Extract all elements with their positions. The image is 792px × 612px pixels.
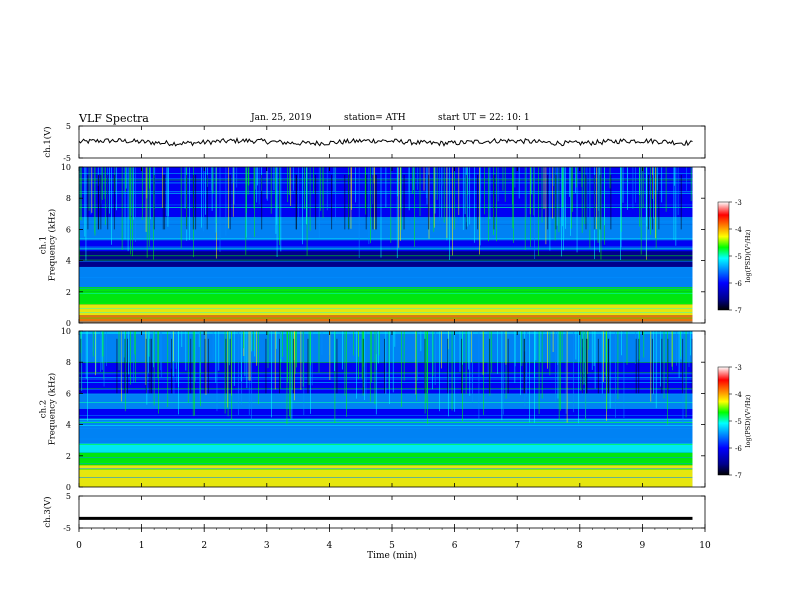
y-tick-label: 8: [66, 194, 71, 203]
y-tick-label: -5: [63, 154, 71, 163]
voltage-trace: [78, 136, 693, 147]
start-time-label: start UT = 22: 10: 1: [438, 113, 530, 123]
frequency-band: [79, 287, 693, 292]
y-axis-label: ch.3(V): [42, 496, 53, 527]
x-tick-label: 6: [452, 541, 458, 551]
x-tick-label: 5: [389, 541, 395, 551]
no-data-area: [692, 167, 705, 323]
frequency-band: [79, 443, 693, 453]
y-tick-label: -5: [63, 524, 71, 533]
y-tick-label: 2: [66, 452, 71, 461]
colorbar-tick-label: -3: [735, 199, 742, 207]
colorbar-tick-label: -7: [735, 472, 742, 480]
x-tick-label: 7: [514, 541, 520, 551]
colorbar-tick-label: -4: [735, 391, 742, 399]
frequency-band: [79, 315, 693, 323]
no-data-area: [692, 331, 705, 487]
frequency-band: [79, 251, 693, 267]
frequency-band: [79, 216, 693, 225]
x-tick-label: 0: [76, 541, 82, 551]
y-tick-label: 8: [66, 358, 71, 367]
panel-frame: [78, 495, 706, 529]
y-tick-label: 5: [66, 492, 71, 501]
x-tick-label: 9: [640, 541, 646, 551]
y-tick-label: 0: [66, 319, 71, 328]
frequency-band: [79, 452, 693, 466]
y-axis-label: ch.1: [39, 236, 49, 254]
y-axis-label: ch.1(V): [42, 126, 53, 157]
frequency-band: [79, 409, 693, 419]
y-axis-label: Frequency (kHz): [47, 209, 58, 281]
colorbar-label: log(PSD)(V²/Hz): [744, 394, 752, 447]
y-tick-label: 6: [66, 225, 71, 234]
y-tick-label: 4: [66, 421, 71, 430]
x-tick-label: 1: [139, 541, 145, 551]
y-tick-label: 4: [66, 257, 71, 266]
colorbar-label: log(PSD)(V²/Hz): [744, 229, 752, 282]
y-tick-label: 10: [61, 327, 71, 336]
y-tick-label: 2: [66, 288, 71, 297]
colorbar: [717, 201, 730, 311]
chart-title: VLF Spectra: [79, 112, 149, 125]
y-axis-label: Frequency (kHz): [47, 373, 58, 445]
frequency-band: [79, 240, 693, 252]
x-tick-label: 2: [201, 541, 207, 551]
y-tick-label: 6: [66, 389, 71, 398]
x-axis-label: Time (min): [367, 550, 417, 561]
y-tick-label: 10: [61, 163, 71, 172]
x-tick-label: 3: [264, 541, 270, 551]
frequency-band: [79, 393, 693, 409]
frequency-band: [79, 207, 693, 217]
y-axis-label: ch.2: [39, 400, 49, 418]
y-tick-label: 5: [66, 122, 71, 131]
colorbar: [717, 366, 730, 476]
x-tick-label: 4: [327, 541, 333, 551]
frequency-band: [79, 266, 693, 288]
colorbar-tick-label: -4: [735, 226, 742, 234]
colorbar-tick-label: -5: [735, 418, 742, 426]
panel-frame: [78, 125, 706, 159]
x-tick-label: 8: [577, 541, 583, 551]
colorbar-tick-label: -7: [735, 307, 742, 315]
station-label: station= ATH: [344, 113, 406, 123]
colorbar-tick-label: -3: [735, 364, 742, 372]
date-label: Jan. 25, 2019: [251, 113, 312, 123]
y-tick-label: 0: [66, 483, 71, 492]
frequency-band: [79, 465, 693, 478]
colorbar-tick-label: -6: [735, 280, 742, 288]
colorbar-tick-label: -5: [735, 253, 742, 261]
x-tick-label: 10: [699, 541, 711, 551]
frequency-band: [79, 304, 693, 316]
frequency-band: [79, 291, 693, 305]
frequency-band: [79, 477, 693, 487]
frequency-band: [79, 224, 693, 241]
colorbar-tick-label: -6: [735, 445, 742, 453]
